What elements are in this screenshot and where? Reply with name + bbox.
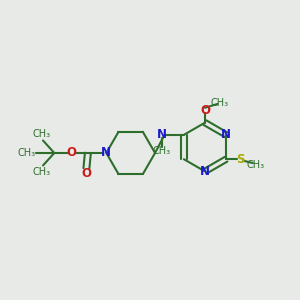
Text: N: N (101, 146, 111, 160)
Text: O: O (81, 167, 92, 180)
Text: CH₃: CH₃ (246, 160, 264, 170)
Text: CH₃: CH₃ (32, 167, 51, 177)
Text: CH₃: CH₃ (152, 146, 171, 157)
Text: N: N (221, 128, 231, 141)
Text: O: O (67, 146, 76, 160)
Text: N: N (200, 165, 210, 178)
Text: O: O (200, 104, 210, 117)
Text: S: S (236, 153, 244, 166)
Text: CH₃: CH₃ (32, 129, 51, 139)
Text: N: N (157, 128, 166, 141)
Text: CH₃: CH₃ (211, 98, 229, 108)
Text: CH₃: CH₃ (17, 148, 35, 158)
